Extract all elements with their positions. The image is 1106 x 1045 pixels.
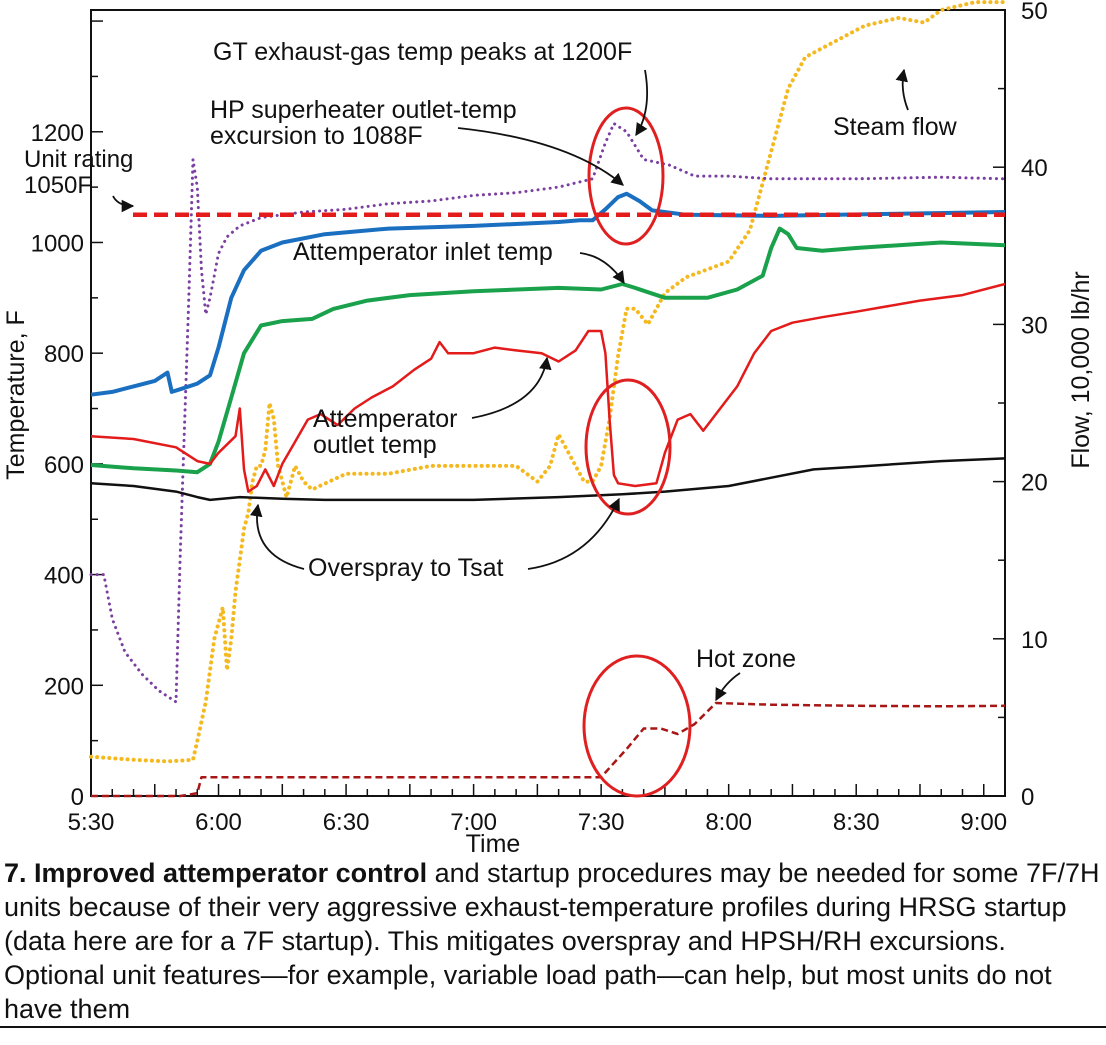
caption-bold: 7. Improved attemperator control xyxy=(4,858,428,888)
y-axis-left-label: Temperature, F xyxy=(2,310,30,480)
annotation-attemperator-inlet: Attemperator inlet temp xyxy=(293,238,553,266)
caption-text: and startup procedures may be needed for… xyxy=(4,858,1100,1024)
annotation-steam-flow: Steam flow xyxy=(833,113,958,141)
caption-divider xyxy=(0,1026,1106,1028)
annotation-unit-rating-line2: 1050F xyxy=(24,172,92,199)
y-right-tick-label: 40 xyxy=(1021,155,1048,182)
x-axis-label: Time xyxy=(466,830,521,856)
x-tick-label: 5:30 xyxy=(68,809,115,836)
series-line-hot-zone xyxy=(91,701,1006,798)
annotation-hp-excursion-line1: HP superheater outlet-temp xyxy=(210,96,517,124)
annotation-hp-excursion-line2: excursion to 1088F xyxy=(210,122,423,150)
y-right-tick-label: 20 xyxy=(1021,470,1048,497)
y-left-tick-label: 1200 xyxy=(31,120,84,147)
arrow-unit-rating xyxy=(112,195,135,213)
x-tick-label: 6:00 xyxy=(195,809,242,836)
series-line-hp-superheater-outlet-temp xyxy=(90,191,1006,397)
arrow-hot-zone xyxy=(715,672,741,702)
x-tick-label: 6:30 xyxy=(323,809,370,836)
y-right-tick-label: 30 xyxy=(1021,312,1048,339)
x-tick-label: 9:00 xyxy=(960,809,1007,836)
arrow-attemperator-inlet xyxy=(579,252,625,285)
series-line-attemperator-inlet-temp xyxy=(90,226,1006,475)
arrow-steam-flow xyxy=(895,68,909,111)
annotation-overspray: Overspray to Tsat xyxy=(308,554,504,582)
series-line-tsat xyxy=(90,457,1006,502)
annotation-hot-zone: Hot zone xyxy=(696,645,796,673)
y-left-tick-label: 600 xyxy=(44,452,84,479)
x-tick-label: 7:00 xyxy=(450,809,497,836)
annotation-gt-peak: GT exhaust-gas temp peaks at 1200F xyxy=(213,38,632,66)
y-left-tick-label: 200 xyxy=(44,673,84,700)
hot-zone-highlight-circle xyxy=(582,654,692,798)
y-right-tick-label: 10 xyxy=(1021,627,1048,654)
x-tick-label: 8:00 xyxy=(705,809,752,836)
arrow-overspray-left xyxy=(249,503,305,570)
excursion-highlight-circle xyxy=(587,106,665,246)
arrow-hp-excursion xyxy=(457,127,624,186)
y-left-tick-label: 0 xyxy=(71,784,84,811)
series-line-attemperator-outlet-temp xyxy=(90,282,1006,493)
annotation-unit-rating-line1: Unit rating xyxy=(24,146,133,173)
annotation-attemperator-outlet-line1: Attemperator xyxy=(313,405,458,433)
y-left-tick-label: 400 xyxy=(44,563,84,590)
y-left-tick-label: 800 xyxy=(44,341,84,368)
x-tick-label: 8:30 xyxy=(833,809,880,836)
y-right-tick-label: 0 xyxy=(1021,784,1034,811)
startup-temperature-chart: 5:30 6:00 6:30 7:00 7:30 8:00 8:30 9:0002004006… xyxy=(2,0,1095,856)
arrow-gt-peak xyxy=(635,69,649,137)
y-axis-right-label: Flow, 10,000 lb/hr xyxy=(1067,271,1095,468)
x-tick-label: 7:30 xyxy=(578,809,625,836)
overspray-highlight-circle xyxy=(584,378,672,516)
y-left-tick-label: 1000 xyxy=(31,230,84,257)
arrow-attemperator-outlet xyxy=(471,356,552,419)
figure-caption: 7. Improved attemperator control and sta… xyxy=(4,856,1102,1026)
arrow-overspray-right xyxy=(527,497,620,570)
y-right-tick-label: 50 xyxy=(1021,0,1048,25)
annotation-attemperator-outlet-line2: outlet temp xyxy=(313,431,437,459)
